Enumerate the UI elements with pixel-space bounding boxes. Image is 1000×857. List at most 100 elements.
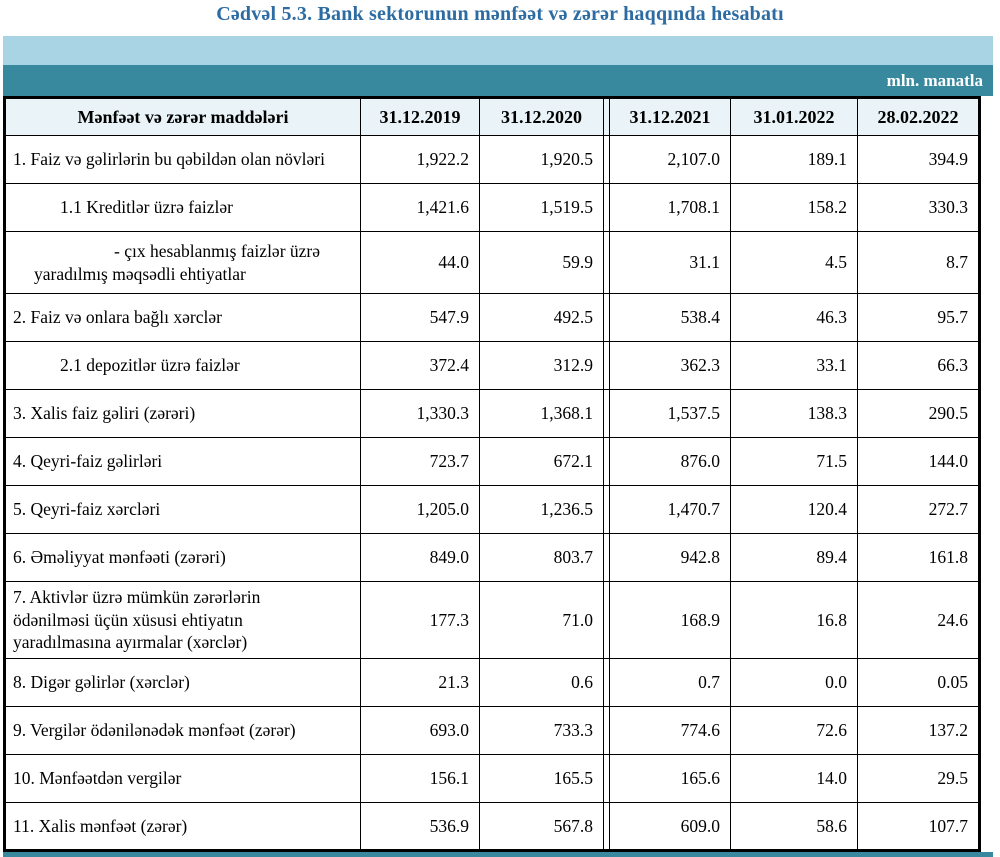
column-header-date: 31.12.2021 — [609, 97, 731, 136]
cell-value: 723.7 — [360, 437, 480, 486]
cell-value: 58.6 — [730, 802, 858, 851]
cell-value: 362.3 — [609, 341, 731, 390]
table-row: - çıx hesablanmış faizlər üzrə yaradılmı… — [4, 231, 980, 294]
cell-value: 693.0 — [360, 706, 480, 755]
cell-value: 536.9 — [360, 802, 480, 851]
column-header-date: 31.12.2019 — [360, 97, 480, 136]
row-label: 5. Qeyri-faiz xərcləri — [4, 485, 361, 534]
cell-value: 1,537.5 — [609, 389, 731, 438]
unit-label: mln. manatla — [886, 71, 983, 90]
cell-value: 1,470.7 — [609, 485, 731, 534]
cell-value: 876.0 — [609, 437, 731, 486]
cell-value: 1,519.5 — [479, 183, 604, 232]
cell-value: 1,205.0 — [360, 485, 480, 534]
cell-value: 0.0 — [730, 658, 858, 707]
table-body: 1. Faiz və gəlirlərin bu qəbildən olan n… — [4, 135, 980, 851]
cell-value: 107.7 — [857, 802, 980, 851]
cell-value: 272.7 — [857, 485, 980, 534]
cell-value: 66.3 — [857, 341, 980, 390]
table-row: 3. Xalis faiz gəliri (zərəri) 1,330.3 1,36… — [4, 389, 980, 438]
cell-value: 290.5 — [857, 389, 980, 438]
table-row: 2. Faiz və onlara bağlı xərclər 547.9 492.… — [4, 293, 980, 342]
cell-value: 733.3 — [479, 706, 604, 755]
cell-value: 394.9 — [857, 135, 980, 184]
table-row: 1. Faiz və gəlirlərin bu qəbildən olan n… — [4, 135, 980, 184]
row-label: 4. Qeyri-faiz gəlirləri — [4, 437, 361, 486]
row-label: 6. Əməliyyat mənfəəti (zərəri) — [4, 533, 361, 582]
cell-value: 46.3 — [730, 293, 858, 342]
cell-value: 156.1 — [360, 754, 480, 803]
column-header-date: 28.02.2022 — [857, 97, 980, 136]
pnl-table: Mənfəət və zərər maddələri 31.12.2019 31.1… — [3, 96, 981, 852]
cell-value: 609.0 — [609, 802, 731, 851]
cell-value: 165.6 — [609, 754, 731, 803]
row-label: 9. Vergilər ödənilənədək mənfəət (zərər) — [4, 706, 361, 755]
cell-value: 71.5 — [730, 437, 858, 486]
row-label: 1. Faiz və gəlirlərin bu qəbildən olan n… — [4, 135, 361, 184]
column-header-items: Mənfəət və zərər maddələri — [4, 97, 361, 136]
cell-value: 803.7 — [479, 533, 604, 582]
row-label: 11. Xalis mənfəət (zərər) — [4, 802, 361, 851]
row-label: 2. Faiz və onlara bağlı xərclər — [4, 293, 361, 342]
cell-value: 21.3 — [360, 658, 480, 707]
cell-value: 161.8 — [857, 533, 980, 582]
cell-value: 1,708.1 — [609, 183, 731, 232]
table-row: 11. Xalis mənfəət (zərər) 536.9 567.8 609.0… — [4, 802, 980, 851]
cell-value: 189.1 — [730, 135, 858, 184]
footer-band-teal — [3, 852, 993, 857]
row-label: 10. Mənfəətdən vergilər — [4, 754, 361, 803]
cell-value: 1,368.1 — [479, 389, 604, 438]
table-row: 1.1 Kreditlər üzrə faizlər 1,421.6 1,519.5… — [4, 183, 980, 232]
cell-value: 89.4 — [730, 533, 858, 582]
cell-value: 538.4 — [609, 293, 731, 342]
cell-value: 330.3 — [857, 183, 980, 232]
cell-value: 1,920.5 — [479, 135, 604, 184]
cell-value: 4.5 — [730, 231, 858, 294]
cell-value: 177.3 — [360, 581, 480, 659]
cell-value: 0.05 — [857, 658, 980, 707]
cell-value: 312.9 — [479, 341, 604, 390]
cell-value: 71.0 — [479, 581, 604, 659]
table-row: 9. Vergilər ödənilənədək mənfəət (zərər)… — [4, 706, 980, 755]
row-label: 1.1 Kreditlər üzrə faizlər — [4, 183, 361, 232]
cell-value: 0.7 — [609, 658, 731, 707]
cell-value: 120.4 — [730, 485, 858, 534]
cell-value: 59.9 — [479, 231, 604, 294]
cell-value: 1,330.3 — [360, 389, 480, 438]
cell-value: 1,421.6 — [360, 183, 480, 232]
cell-value: 1,236.5 — [479, 485, 604, 534]
row-label: 8. Digər gəlirlər (xərclər) — [4, 658, 361, 707]
column-header-date: 31.01.2022 — [730, 97, 858, 136]
cell-value: 492.5 — [479, 293, 604, 342]
table-row: 6. Əməliyyat mənfəəti (zərəri) 849.0 803.7… — [4, 533, 980, 582]
row-label: 2.1 depozitlər üzrə faizlər — [4, 341, 361, 390]
table-row: 8. Digər gəlirlər (xərclər) 21.3 0.6 0.7 0.0… — [4, 658, 980, 707]
row-label: 7. Aktivlər üzrə mümkün zərərlərin ödəni… — [4, 581, 361, 659]
cell-value: 672.1 — [479, 437, 604, 486]
cell-value: 372.4 — [360, 341, 480, 390]
cell-value: 168.9 — [609, 581, 731, 659]
cell-value: 144.0 — [857, 437, 980, 486]
cell-value: 774.6 — [609, 706, 731, 755]
header-row: Mənfəət və zərər maddələri 31.12.2019 31.1… — [4, 97, 980, 136]
cell-value: 849.0 — [360, 533, 480, 582]
header-band-teal: mln. manatla — [3, 65, 993, 96]
cell-value: 16.8 — [730, 581, 858, 659]
cell-value: 72.6 — [730, 706, 858, 755]
cell-value: 24.6 — [857, 581, 980, 659]
row-label: 3. Xalis faiz gəliri (zərəri) — [4, 389, 361, 438]
table-row: 10. Mənfəətdən vergilər 156.1 165.5 165.6 14… — [4, 754, 980, 803]
cell-value: 942.8 — [609, 533, 731, 582]
cell-value: 14.0 — [730, 754, 858, 803]
cell-value: 31.1 — [609, 231, 731, 294]
table-row: 4. Qeyri-faiz gəlirləri 723.7 672.1 876.0 71… — [4, 437, 980, 486]
cell-value: 33.1 — [730, 341, 858, 390]
cell-value: 44.0 — [360, 231, 480, 294]
table-title: Cədvəl 5.3. Bank sektorunun mənfəət və z… — [216, 3, 784, 25]
table-row: 7. Aktivlər üzrə mümkün zərərlərin ödəni… — [4, 581, 980, 659]
cell-value: 1,922.2 — [360, 135, 480, 184]
table-row: 2.1 depozitlər üzrə faizlər 372.4 312.9 362… — [4, 341, 980, 390]
cell-value: 138.3 — [730, 389, 858, 438]
cell-value: 8.7 — [857, 231, 980, 294]
